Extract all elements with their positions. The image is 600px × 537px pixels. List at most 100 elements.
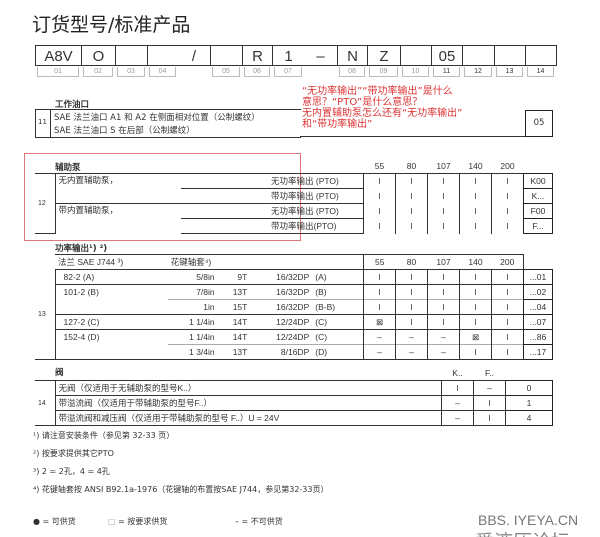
table-row: 带溢流阀和减压阀（仅适用于带辅助泵的型号 F..）U = 24V – l 4 bbox=[35, 410, 553, 426]
availability-mark: l bbox=[506, 191, 509, 201]
section-14-table: K.. F.. 14 无阀（仅适用于无辅助泵的型号K..） l –0 带溢流阀（仅适用于带辅… bbox=[35, 366, 553, 426]
availability-mark: l bbox=[410, 317, 413, 327]
availability-mark: ⊠ bbox=[375, 316, 384, 327]
availability-mark: l bbox=[474, 317, 477, 327]
code-box: O bbox=[81, 45, 115, 66]
table-row: 带功率输出 (PTO) l l l l l K... bbox=[35, 188, 553, 204]
availability-mark: – bbox=[455, 413, 460, 423]
position-number: 03 bbox=[117, 67, 145, 77]
availability-mark: l bbox=[378, 272, 381, 282]
legend-available: ● = 可供货 bbox=[33, 516, 76, 527]
availability-mark: l bbox=[410, 176, 413, 187]
section-13-table: 法兰 SAE J744 ³) 花键轴套⁴) 55 80 107 140 200 13 82-2 … bbox=[35, 254, 553, 360]
availability-mark: l bbox=[410, 287, 413, 297]
legend-text: = 不可供货 bbox=[241, 517, 283, 526]
spline-s: (A) bbox=[315, 272, 327, 282]
availability-mark: l bbox=[442, 191, 445, 201]
table-row: 127-2 (C) 1 1/4in 14T 12/24DP (C) ⊠ l l l l ...07 bbox=[35, 314, 553, 330]
option-text: 带功率输出 (PTO) bbox=[271, 191, 339, 201]
spline-t: 9T bbox=[237, 272, 248, 282]
watermark-logo: 爱液压论坛 bbox=[475, 527, 570, 537]
option-text: SAE 法兰油口 A1 和 A2 在侧面相对位置（公制螺纹） bbox=[54, 113, 260, 123]
option-text: SAE 法兰油口 S 在后部（公制螺纹） bbox=[54, 126, 195, 136]
code-value: ...01 bbox=[529, 272, 547, 282]
availability-mark: – bbox=[409, 347, 414, 357]
code-box bbox=[210, 45, 242, 66]
size-header: 140 bbox=[468, 161, 483, 171]
position-number: 09 bbox=[369, 67, 398, 77]
position-number: 01 bbox=[37, 67, 79, 77]
section-11-table: 11 SAE 法兰油口 A1 和 A2 在侧面相对位置（公制螺纹） SAE 法兰… bbox=[35, 109, 301, 138]
table-row: 带内置辅助泵， 无功率输出 (PTO) l l l l l F00 bbox=[35, 203, 553, 234]
availability-mark: l bbox=[378, 176, 381, 187]
availability-mark: l bbox=[506, 302, 509, 312]
availability-mark: l bbox=[474, 206, 477, 216]
table-row: 1in 15T 16/32DP (B-B) l l l l l ...04 bbox=[35, 299, 553, 315]
code-box: R bbox=[242, 45, 272, 66]
flange: 127-2 (C) bbox=[63, 317, 100, 327]
square-icon: □ bbox=[108, 517, 116, 526]
option-text: 无功率输出 (PTO) bbox=[271, 206, 339, 216]
code-box: 05 bbox=[431, 45, 462, 66]
table-row: 带功率输出(PTO) l l l l l F... bbox=[35, 218, 553, 234]
spline-t: 14T bbox=[232, 317, 248, 327]
position-number: 02 bbox=[83, 67, 113, 77]
watermark-url: BBS. IYEYA.CN bbox=[478, 512, 579, 528]
annotation-note: “无功率输出”“带功率输出”是什么 意思？“PTO”是什么意思？ 无内置辅助泵怎… bbox=[302, 86, 462, 130]
availability-mark: l bbox=[506, 332, 509, 342]
availability-mark: – bbox=[409, 332, 414, 342]
spline-p: 16/32DP bbox=[276, 287, 310, 297]
availability-mark: – bbox=[455, 398, 460, 408]
code-box: 05 bbox=[525, 110, 553, 137]
size-header: 107 bbox=[436, 257, 451, 267]
spline-d: 1 3/4in bbox=[189, 347, 215, 357]
spline-d: 1in bbox=[203, 302, 215, 312]
size-header: 140 bbox=[468, 257, 483, 267]
availability-mark: ⊠ bbox=[471, 331, 480, 342]
annotation-line: 无内置辅助泵怎么还有“无功率输出” bbox=[302, 108, 463, 119]
section-number: 14 bbox=[38, 399, 46, 407]
availability-mark: l bbox=[474, 191, 477, 201]
availability-mark: l bbox=[488, 413, 491, 423]
section-14-label: 阀 bbox=[55, 368, 64, 378]
availability-mark: l bbox=[410, 191, 413, 201]
spline-t: 13T bbox=[232, 347, 248, 357]
code-value: F... bbox=[532, 221, 544, 231]
code-value: K00 bbox=[530, 176, 546, 186]
code-box: Z bbox=[367, 45, 400, 66]
section-number: 13 bbox=[38, 310, 46, 318]
column-header: K.. bbox=[452, 368, 463, 378]
column-header: F.. bbox=[485, 368, 494, 378]
spline-p: 16/32DP bbox=[276, 272, 310, 282]
option-text: 带溢流阀和减压阀（仅适用于带辅助泵的型号 F..）U = 24V bbox=[58, 413, 280, 423]
availability-mark: l bbox=[506, 272, 509, 282]
position-number: 05 bbox=[212, 67, 240, 77]
code-box bbox=[400, 45, 431, 66]
option-text: 无内置辅助泵， bbox=[58, 175, 119, 185]
availability-mark: l bbox=[442, 176, 445, 187]
footnote: ¹) 请注意安装条件（参见第 32-33 页） bbox=[33, 431, 175, 440]
availability-mark: l bbox=[456, 383, 459, 393]
section-13-label: 功率输出¹) ²) bbox=[55, 244, 108, 254]
availability-mark: l bbox=[506, 317, 509, 327]
availability-mark: l bbox=[442, 302, 445, 312]
code-box: / bbox=[178, 45, 210, 66]
flange: 101-2 (B) bbox=[63, 287, 99, 298]
option-text: 带内置辅助泵， bbox=[58, 205, 119, 215]
spline-p: 12/24DP bbox=[276, 332, 310, 342]
size-header: 200 bbox=[500, 257, 515, 267]
table-row: 1 3/4in 13T 8/16DP (D) – – – l l ...17 bbox=[35, 344, 553, 360]
position-number: 14 bbox=[527, 67, 554, 77]
availability-mark: l bbox=[442, 287, 445, 297]
availability-mark: l bbox=[474, 176, 477, 187]
option-text: 无阀（仅适用于无辅助泵的型号K..） bbox=[58, 383, 197, 393]
availability-mark: l bbox=[442, 272, 445, 282]
spline-d: 1 1/4in bbox=[189, 332, 215, 342]
table-row: 14 无阀（仅适用于无辅助泵的型号K..） l – 0 bbox=[35, 380, 553, 426]
size-header: 55 bbox=[375, 257, 385, 267]
availability-mark: – bbox=[441, 347, 446, 357]
footnote: ³) 2 = 2孔，4 = 4孔 bbox=[33, 467, 110, 476]
code-value: 0 bbox=[526, 383, 532, 393]
annotation-line: 和“带功率输出” bbox=[302, 119, 373, 130]
code-value: ...07 bbox=[529, 317, 547, 327]
